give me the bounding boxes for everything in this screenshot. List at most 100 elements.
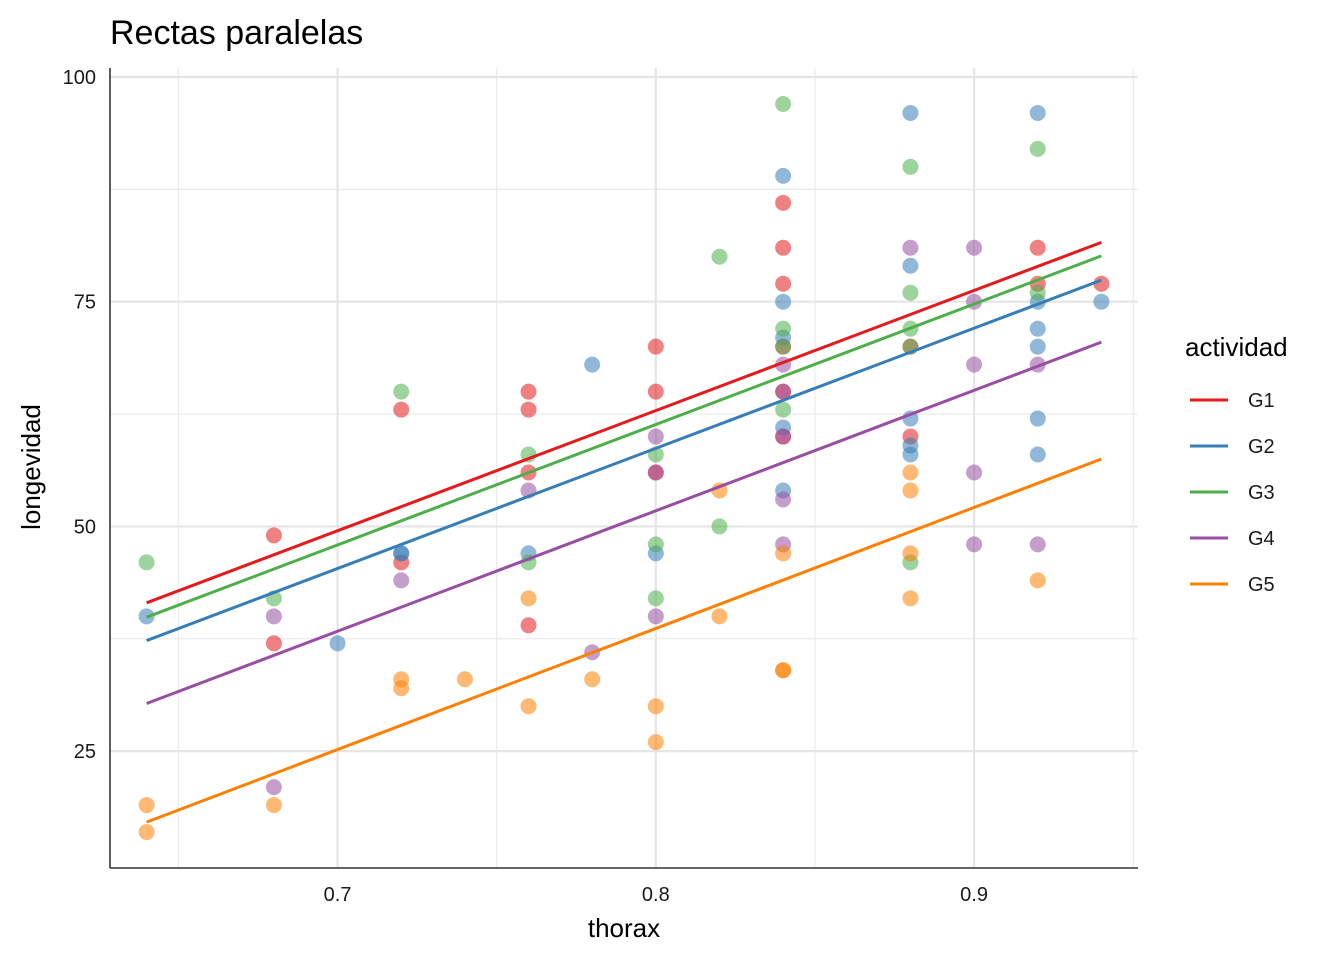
data-point-G2 — [393, 545, 410, 562]
y-tick-label: 25 — [74, 741, 96, 763]
data-point-G3 — [1029, 284, 1046, 301]
data-point-G1 — [1029, 239, 1046, 256]
data-point-G5 — [902, 464, 919, 481]
fit-line-G4 — [146, 340, 1102, 705]
data-point-G1 — [520, 617, 537, 634]
grid-major — [110, 68, 1138, 868]
data-point-G1 — [775, 275, 792, 292]
data-point-G2 — [1029, 320, 1046, 337]
data-point-G5 — [775, 662, 792, 679]
legend-label-G1: G1 — [1248, 390, 1275, 412]
data-point-G3 — [775, 95, 792, 112]
data-point-G3 — [711, 518, 728, 535]
fit-line-G2 — [146, 278, 1102, 642]
y-tick-label: 75 — [74, 292, 96, 314]
axes — [109, 68, 1138, 869]
data-point-G4 — [265, 779, 282, 796]
data-point-G5 — [1029, 572, 1046, 589]
x-tick-label: 0.8 — [642, 884, 670, 906]
data-point-G3 — [1029, 140, 1046, 157]
data-point-G5 — [647, 698, 664, 715]
fit-line-G5 — [146, 457, 1102, 824]
legend-title: actividad — [1185, 332, 1288, 362]
data-point-G5 — [775, 545, 792, 562]
fit-lines-layer — [146, 240, 1102, 824]
y-tick-label: 100 — [63, 67, 96, 89]
legend: actividad G1 G2 G3 G4 G5 — [1185, 332, 1288, 596]
fit-line-G3 — [146, 254, 1102, 619]
chart-title: Rectas paralelas — [110, 14, 363, 52]
data-point-G4 — [1029, 536, 1046, 553]
data-point-G4 — [966, 536, 983, 553]
data-point-G4 — [647, 464, 664, 481]
data-point-G4 — [775, 383, 792, 400]
data-point-G3 — [902, 284, 919, 301]
legend-label-G4: G4 — [1248, 528, 1275, 550]
data-point-G2 — [902, 104, 919, 121]
data-point-G4 — [902, 239, 919, 256]
data-point-G3 — [775, 320, 792, 337]
data-point-G1 — [520, 401, 537, 418]
data-point-G3 — [902, 158, 919, 175]
data-point-G2 — [329, 635, 346, 652]
data-point-G5 — [520, 698, 537, 715]
fit-line-G1 — [146, 240, 1102, 605]
data-point-G1 — [647, 383, 664, 400]
data-point-G5 — [711, 608, 728, 625]
data-point-G5 — [647, 734, 664, 751]
data-point-G2 — [902, 446, 919, 463]
legend-label-G5: G5 — [1248, 574, 1275, 596]
data-point-G4 — [393, 572, 410, 589]
x-axis-title: thorax — [588, 913, 660, 943]
data-point-G5 — [393, 680, 410, 697]
grid-minor — [110, 68, 1138, 868]
data-point-G3 — [138, 554, 155, 571]
data-point-G5 — [902, 545, 919, 562]
legend-label-G2: G2 — [1248, 436, 1275, 458]
data-point-G2 — [902, 257, 919, 274]
data-point-G1 — [265, 635, 282, 652]
data-point-G1 — [775, 194, 792, 211]
points-layer — [138, 95, 1110, 841]
x-tick-label: 0.7 — [324, 884, 352, 906]
data-point-G2 — [775, 167, 792, 184]
data-point-G2 — [775, 293, 792, 310]
data-point-G4 — [966, 356, 983, 373]
data-point-G2 — [584, 356, 601, 373]
data-point-G4 — [775, 491, 792, 508]
data-point-G2 — [1029, 104, 1046, 121]
data-point-G2 — [1029, 446, 1046, 463]
data-point-G2 — [1029, 338, 1046, 355]
data-point-G5 — [902, 482, 919, 499]
data-point-G1 — [520, 383, 537, 400]
data-point-G5 — [902, 590, 919, 607]
tick-labels: 0.7 0.8 0.9 25 50 75 100 — [63, 67, 988, 906]
data-point-G5 — [265, 797, 282, 814]
data-point-G1 — [393, 401, 410, 418]
data-point-G3 — [711, 248, 728, 265]
data-point-G4 — [966, 239, 983, 256]
data-point-G1 — [647, 338, 664, 355]
legend-label-G3: G3 — [1248, 482, 1275, 504]
y-axis-title: longevidad — [16, 404, 46, 530]
data-point-G3 — [647, 536, 664, 553]
data-point-G4 — [647, 428, 664, 445]
data-point-G4 — [966, 464, 983, 481]
y-tick-label: 50 — [74, 516, 96, 538]
data-point-G3 — [775, 338, 792, 355]
data-point-G1 — [775, 239, 792, 256]
data-point-G5 — [138, 797, 155, 814]
data-point-G3 — [393, 383, 410, 400]
data-point-G3 — [647, 590, 664, 607]
data-point-G5 — [584, 671, 601, 688]
data-point-G1 — [265, 527, 282, 544]
data-point-G5 — [456, 671, 473, 688]
x-tick-label: 0.9 — [960, 884, 988, 906]
data-point-G4 — [647, 608, 664, 625]
data-point-G2 — [1029, 410, 1046, 427]
data-point-G1 — [1093, 275, 1110, 292]
data-point-G4 — [775, 428, 792, 445]
data-point-G2 — [1093, 293, 1110, 310]
data-point-G4 — [265, 608, 282, 625]
